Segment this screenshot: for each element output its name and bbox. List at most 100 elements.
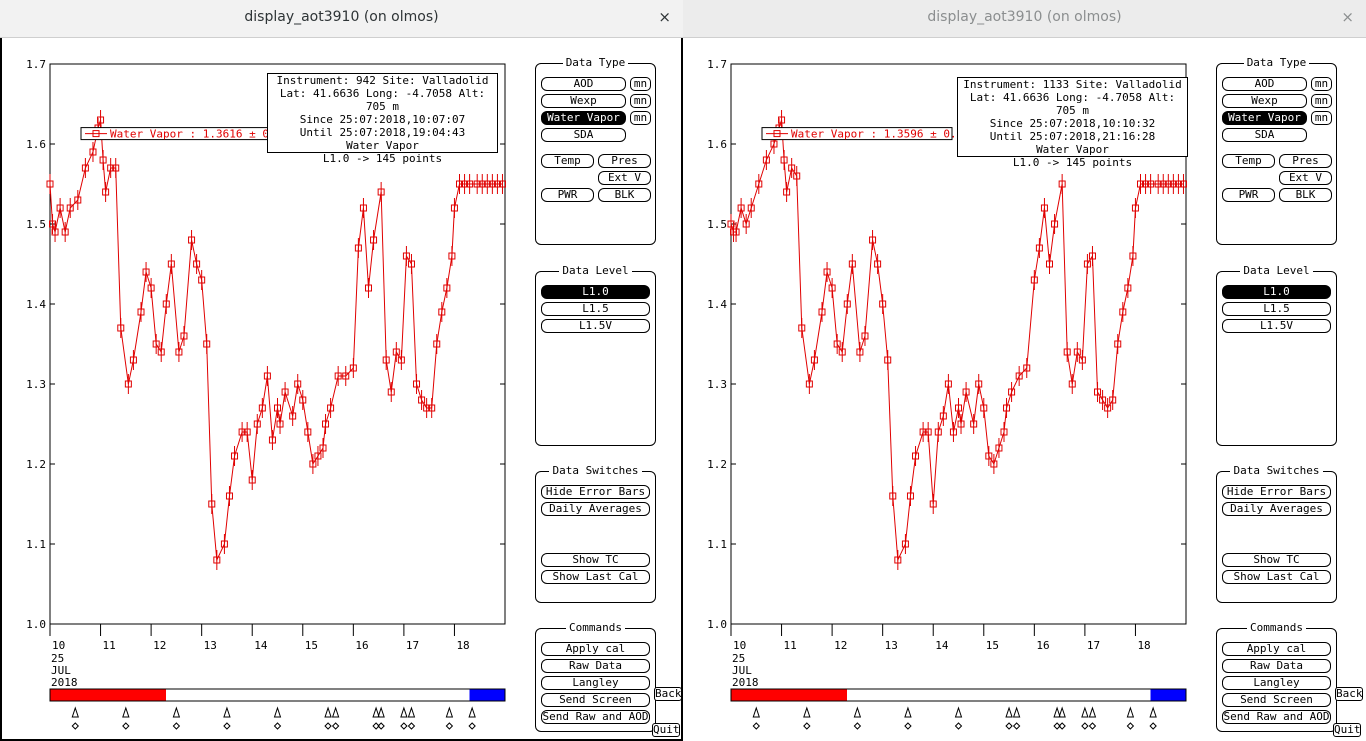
pwr-button[interactable]: PWR	[541, 188, 594, 202]
quit-button[interactable]: Quit	[1333, 723, 1361, 737]
data-type-panel: Data Type AOD mn Wexp mn Water Vapor mn …	[1216, 56, 1337, 245]
aod-mn-button[interactable]: mn	[1311, 77, 1332, 91]
ext-v-button[interactable]: Ext V	[1279, 171, 1332, 185]
hide-error-bars-button[interactable]: Hide Error Bars	[1222, 485, 1331, 499]
data-point	[253, 420, 261, 428]
sda-button[interactable]: SDA	[1222, 128, 1307, 142]
raw-data-button[interactable]: Raw Data	[541, 659, 650, 673]
blk-button[interactable]: BLK	[1279, 188, 1332, 202]
data-point	[1104, 404, 1112, 412]
data-point	[294, 380, 302, 388]
close-icon[interactable]: ×	[1341, 8, 1354, 26]
langley-button[interactable]: Langley	[1222, 676, 1331, 690]
water-vapor-button[interactable]: Water Vapor	[541, 111, 626, 125]
apply-cal-button[interactable]: Apply cal	[1222, 642, 1331, 656]
marker-diamond	[223, 722, 231, 730]
x-tick-label: 16	[1036, 639, 1049, 652]
wexp-button[interactable]: Wexp	[541, 94, 626, 108]
close-icon[interactable]: ×	[658, 8, 671, 26]
data-point	[810, 356, 818, 364]
commands-title: Commands	[1247, 621, 1306, 634]
data-point	[397, 356, 405, 364]
commands-title: Commands	[566, 621, 625, 634]
y-tick-label: 1.1	[707, 538, 727, 551]
marker-triangle	[1012, 706, 1021, 718]
x-tick-label: 13	[885, 639, 898, 652]
data-point	[428, 404, 436, 412]
data-point	[957, 420, 965, 428]
data-point	[843, 300, 851, 308]
level-l10-button[interactable]: L1.0	[1222, 285, 1331, 299]
y-tick-label: 1.0	[707, 618, 727, 631]
pres-button[interactable]: Pres	[598, 154, 651, 168]
data-point	[955, 404, 962, 412]
data-point	[1015, 372, 1023, 380]
data-point	[309, 460, 317, 468]
level-l15-button[interactable]: L1.5	[541, 302, 650, 316]
data-point	[208, 500, 216, 508]
daily-averages-button[interactable]: Daily Averages	[1222, 502, 1331, 516]
send-screen-button[interactable]: Send Screen	[1222, 693, 1331, 707]
data-point	[949, 428, 957, 436]
pwr-button[interactable]: PWR	[1222, 188, 1275, 202]
water-vapor-mn-button[interactable]: mn	[630, 111, 651, 125]
wexp-button[interactable]: Wexp	[1222, 94, 1307, 108]
back-button[interactable]: Back	[1335, 687, 1363, 701]
level-l15-button[interactable]: L1.5	[1222, 302, 1331, 316]
data-point	[861, 332, 869, 340]
marker-triangle	[1149, 706, 1157, 718]
marker-diamond	[331, 722, 340, 730]
data-point	[413, 380, 421, 388]
raw-data-button[interactable]: Raw Data	[1222, 659, 1331, 673]
series-legend-label: Water Vapor : 1.3616 ± 0.1	[110, 128, 282, 141]
x-tick-label: 17	[406, 639, 419, 652]
water-vapor-button[interactable]: Water Vapor	[1222, 111, 1307, 125]
series-line	[49, 119, 503, 562]
temp-button[interactable]: Temp	[541, 154, 594, 168]
send-raw-aod-button[interactable]: Send Raw and AOD	[1222, 710, 1331, 724]
data-point	[203, 340, 211, 348]
blk-button[interactable]: BLK	[598, 188, 651, 202]
show-tc-button[interactable]: Show TC	[1222, 553, 1331, 567]
temp-button[interactable]: Temp	[1222, 154, 1275, 168]
marker-triangle	[273, 706, 282, 718]
data-point	[61, 228, 69, 236]
daily-averages-button[interactable]: Daily Averages	[541, 502, 650, 516]
data-point	[755, 180, 763, 188]
send-screen-button[interactable]: Send Screen	[541, 693, 650, 707]
aod-mn-button[interactable]: mn	[630, 77, 651, 91]
aod-button[interactable]: AOD	[1222, 77, 1307, 91]
aod-button[interactable]: AOD	[541, 77, 626, 91]
coverage-bar-frame	[49, 688, 506, 702]
hide-error-bars-button[interactable]: Hide Error Bars	[541, 485, 650, 499]
data-point	[1099, 396, 1107, 404]
commands-panel: Commands Apply cal Raw Data Langley Send…	[1216, 621, 1337, 732]
ext-v-button[interactable]: Ext V	[598, 171, 651, 185]
level-l10-button[interactable]: L1.0	[541, 285, 650, 299]
back-button[interactable]: Back	[654, 687, 682, 701]
show-last-cal-button[interactable]: Show Last Cal	[1222, 570, 1331, 584]
level-l15v-button[interactable]: L1.5V	[1222, 319, 1331, 333]
series-legend-marker	[773, 130, 781, 138]
sda-button[interactable]: SDA	[541, 128, 626, 142]
show-last-cal-button[interactable]: Show Last Cal	[541, 570, 650, 584]
data-point	[407, 260, 415, 268]
show-tc-button[interactable]: Show TC	[541, 553, 650, 567]
wexp-mn-button[interactable]: mn	[630, 94, 651, 108]
y-tick-label: 1.5	[707, 218, 727, 231]
apply-cal-button[interactable]: Apply cal	[541, 642, 650, 656]
pres-button[interactable]: Pres	[1279, 154, 1332, 168]
wexp-mn-button[interactable]: mn	[1311, 94, 1332, 108]
send-raw-aod-button[interactable]: Send Raw and AOD	[541, 710, 650, 724]
marker-triangle	[122, 706, 130, 718]
marker-diamond	[803, 722, 811, 730]
water-vapor-mn-button[interactable]: mn	[1311, 111, 1332, 125]
marker-triangle	[400, 706, 408, 718]
data-point	[466, 180, 474, 188]
data-point	[1030, 276, 1038, 284]
quit-button[interactable]: Quit	[652, 723, 680, 737]
data-point	[1124, 284, 1132, 292]
data-point	[243, 428, 251, 436]
langley-button[interactable]: Langley	[541, 676, 650, 690]
level-l15v-button[interactable]: L1.5V	[541, 319, 650, 333]
